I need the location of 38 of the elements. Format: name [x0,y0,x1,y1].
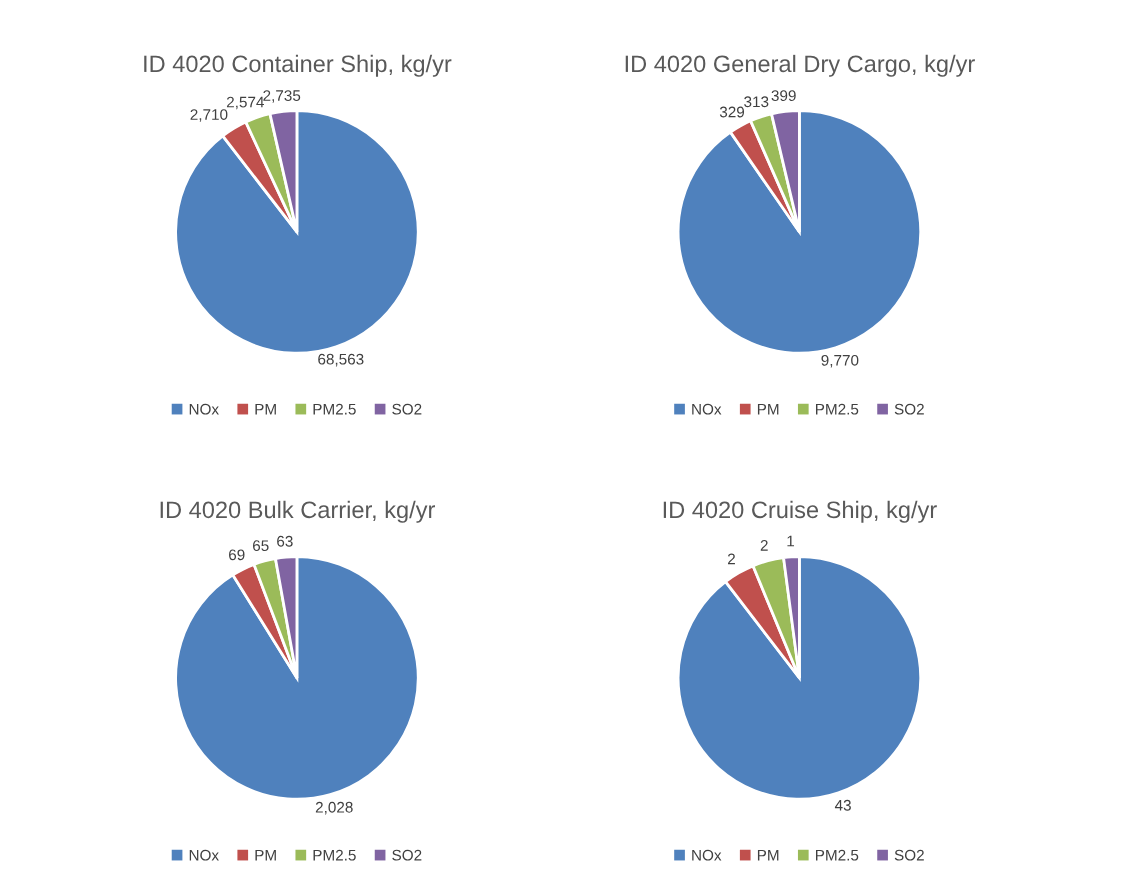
legend-label: NOx [692,849,722,861]
legend-label: SO2 [392,403,422,415]
data-label: 2,028 [315,801,353,815]
legend-label: PM2.5 [313,849,356,861]
chart-title: ID 4020 General Dry Cargo, kg/yr [625,54,975,77]
chart-title: ID 4020 Container Ship, kg/yr [144,54,452,77]
legend-label: PM2.5 [816,849,859,861]
data-label: 63 [277,535,293,547]
data-label: 2 [727,553,735,565]
data-label: 329 [719,106,745,118]
data-label: 2 [760,539,768,551]
pie-slice [174,109,420,355]
legend-label: PM2.5 [816,403,859,415]
data-label: 1 [787,535,795,547]
legend-label: SO2 [894,403,924,415]
data-label: 9,770 [821,354,859,368]
data-label: 68,563 [318,353,364,367]
legend-label: SO2 [392,849,422,861]
chart-title: ID 4020 Bulk Carrier, kg/yr [160,500,435,523]
chart-title: ID 4020 Cruise Ship, kg/yr [663,500,937,523]
legend-label: PM [757,849,779,861]
data-label: 2,574 [226,96,264,110]
data-label: 2,735 [263,90,301,103]
data-label: 65 [253,540,269,552]
legend-label: NOx [692,403,722,415]
data-label: 43 [834,799,851,811]
legend-label: NOx [189,403,219,415]
legend-label: NOx [189,849,219,861]
pie-slice [676,555,923,801]
data-label: 2,710 [190,109,228,122]
data-label: 313 [744,96,769,108]
legend-label: SO2 [894,849,924,861]
data-label: 69 [229,549,245,561]
legend-label: PM [255,403,276,415]
legend-label: PM2.5 [313,403,356,415]
legend-label: PM [757,403,779,415]
legend-label: PM [255,849,276,861]
data-label: 399 [771,90,796,102]
